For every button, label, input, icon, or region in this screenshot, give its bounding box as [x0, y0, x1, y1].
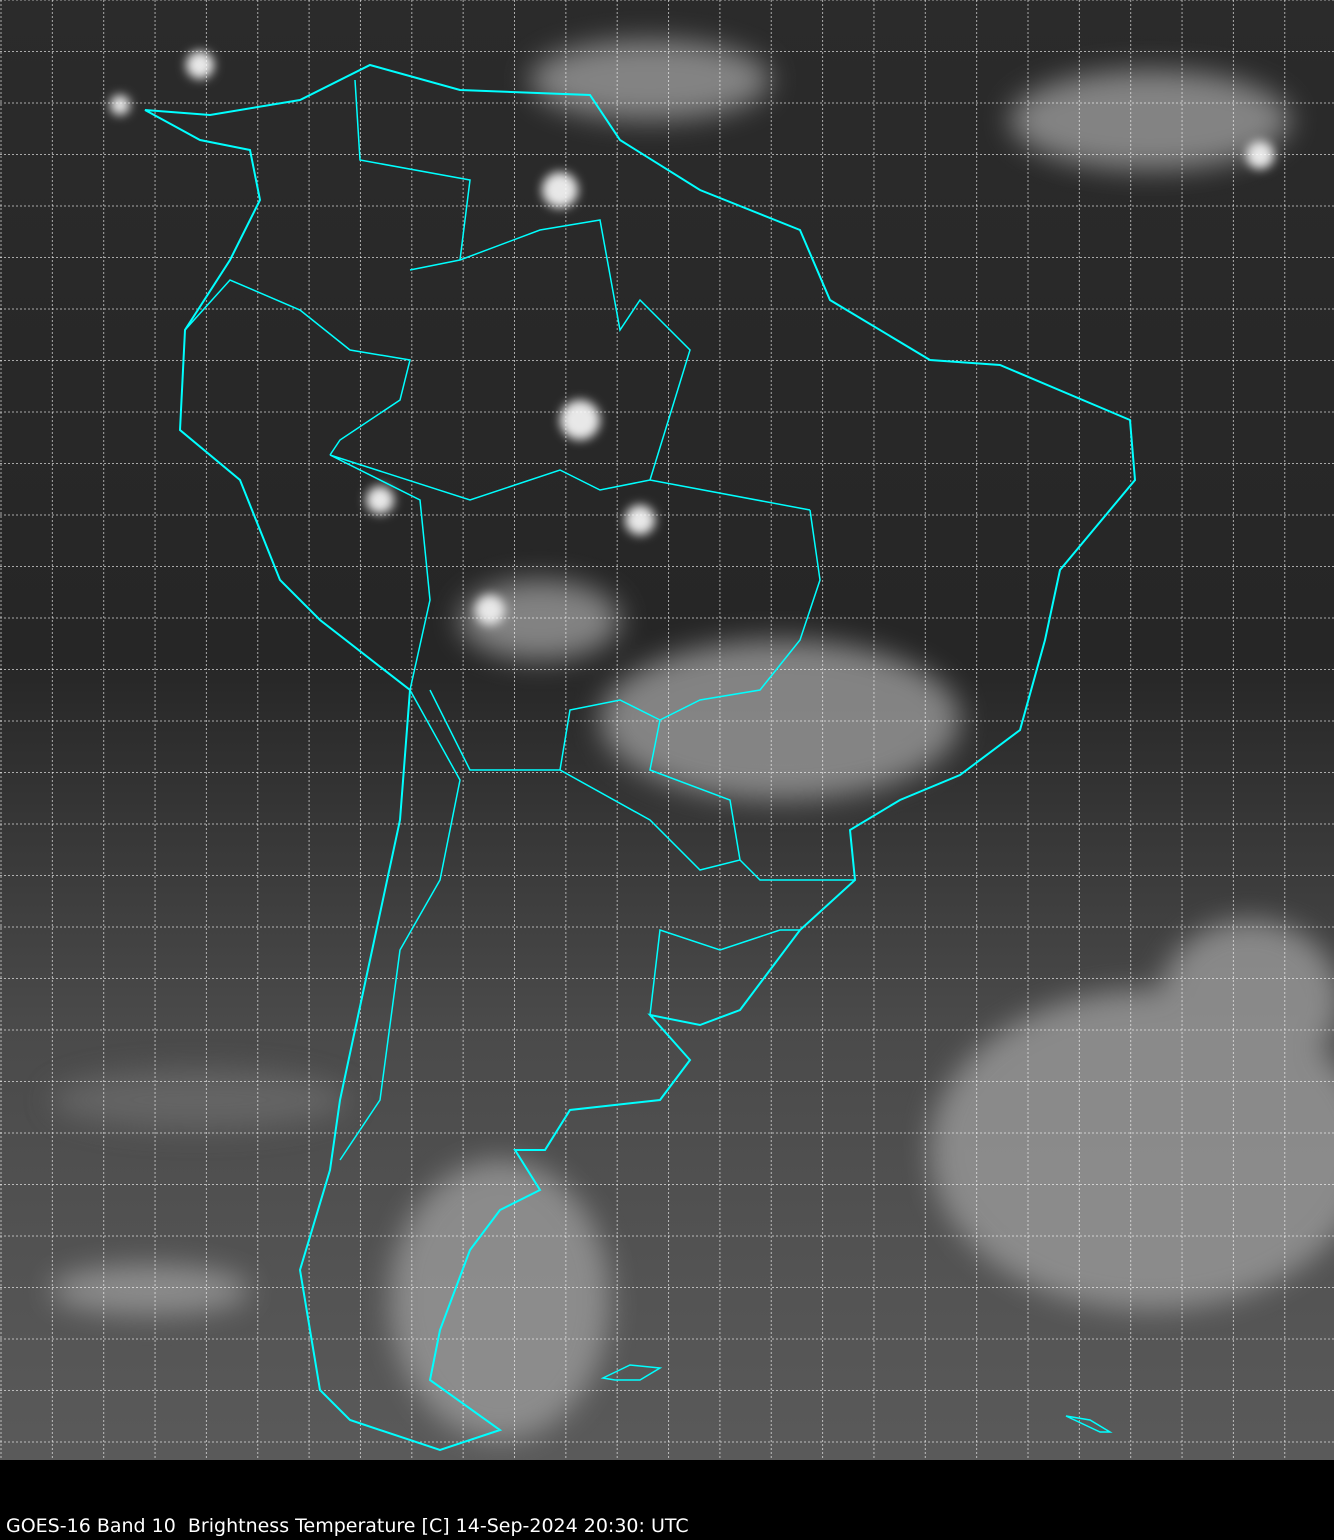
- country-borders: [184, 79, 855, 1161]
- falkland-islands: [600, 1364, 663, 1381]
- south-georgia: [1065, 1415, 1113, 1433]
- image-caption: GOES-16 Band 10 Brightness Temperature […: [6, 1515, 689, 1537]
- coastline-south-america: [144, 63, 1137, 1452]
- lat-lon-grid: [0, 0, 1334, 1460]
- satellite-image: [0, 0, 1334, 1460]
